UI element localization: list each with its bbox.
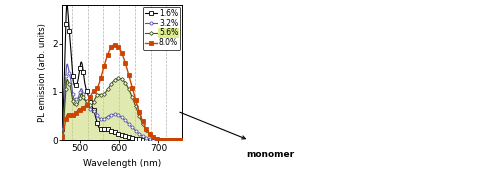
Legend: 1.6%, 3.2%, 5.6%, 8.0%: 1.6%, 3.2%, 5.6%, 8.0% xyxy=(143,7,181,50)
3.2% xyxy=(100,119,105,121)
1.6% xyxy=(59,128,65,130)
8.0% xyxy=(100,70,105,73)
1.6% xyxy=(123,135,128,137)
8.0% xyxy=(80,108,85,110)
8.0% xyxy=(179,139,185,141)
1.6% xyxy=(80,65,85,68)
5.6% xyxy=(100,93,105,95)
8.0% xyxy=(59,136,65,138)
1.6% xyxy=(125,136,131,138)
5.6% xyxy=(111,79,117,81)
Y-axis label: PL emission (arb. units): PL emission (arb. units) xyxy=(38,23,47,122)
Line: 8.0%: 8.0% xyxy=(60,43,184,142)
8.0% xyxy=(112,44,118,46)
5.6% xyxy=(125,86,131,88)
5.6% xyxy=(59,134,65,136)
8.0% xyxy=(125,70,131,73)
8.0% xyxy=(75,109,81,111)
3.2% xyxy=(80,90,85,92)
3.2% xyxy=(125,122,131,124)
3.2% xyxy=(64,63,70,65)
5.6% xyxy=(123,82,128,84)
1.6% xyxy=(100,128,105,130)
X-axis label: Wavelength (nm): Wavelength (nm) xyxy=(83,159,161,168)
5.6% xyxy=(179,139,185,141)
3.2% xyxy=(179,139,185,141)
3.2% xyxy=(59,133,65,135)
1.6% xyxy=(75,78,81,80)
3.2% xyxy=(123,120,128,122)
8.0% xyxy=(111,44,117,46)
5.6% xyxy=(80,94,85,96)
Line: 1.6%: 1.6% xyxy=(61,4,183,142)
Line: 5.6%: 5.6% xyxy=(61,77,183,142)
Text: monomer: monomer xyxy=(247,150,295,159)
1.6% xyxy=(64,4,70,6)
8.0% xyxy=(123,62,128,64)
5.6% xyxy=(116,77,122,79)
3.2% xyxy=(112,113,117,115)
1.6% xyxy=(112,131,117,133)
Line: 3.2%: 3.2% xyxy=(61,63,183,142)
3.2% xyxy=(75,97,81,99)
1.6% xyxy=(179,139,185,141)
5.6% xyxy=(75,102,81,104)
